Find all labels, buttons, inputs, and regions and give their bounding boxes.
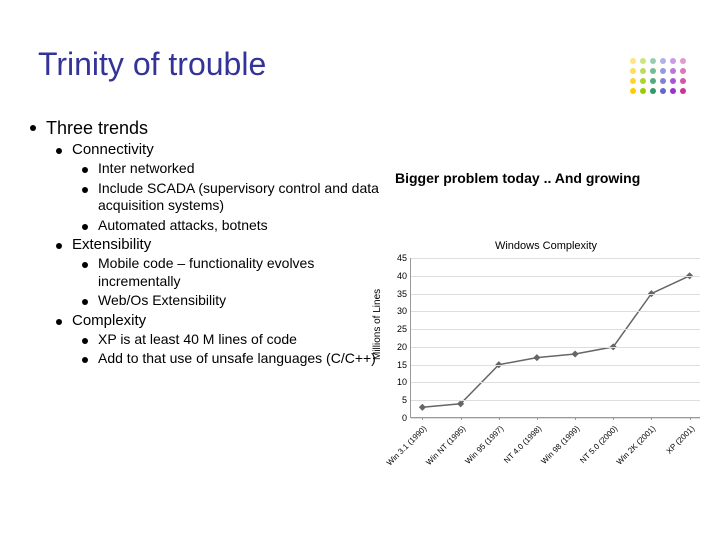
slide-title: Trinity of trouble — [38, 46, 266, 83]
level2-text: Complexity — [72, 312, 146, 329]
level3-text: Web/Os Extensibility — [98, 292, 226, 310]
list-item: Inter networked — [82, 160, 380, 178]
list-item: Complexity — [56, 312, 380, 329]
level2-text: Connectivity — [72, 141, 154, 158]
bullet-icon — [82, 338, 88, 344]
decorative-dot-grid — [628, 56, 700, 104]
level2-text: Extensibility — [72, 236, 151, 253]
bullet-icon — [30, 125, 36, 131]
level3-text: Inter networked — [98, 160, 195, 178]
list-item: Three trends — [30, 118, 380, 139]
chart-title: Windows Complexity — [382, 240, 710, 252]
bullet-icon — [56, 243, 62, 249]
bullet-icon — [82, 187, 88, 193]
list-item: Automated attacks, botnets — [82, 217, 380, 235]
list-item: Include SCADA (supervisory control and d… — [82, 180, 380, 215]
level3-text: Mobile code – functionality evolves incr… — [98, 255, 380, 290]
bullet-icon — [82, 262, 88, 268]
callout-text: Bigger problem today .. And growing — [395, 170, 640, 186]
list-item: XP is at least 40 M lines of code — [82, 331, 380, 349]
bullet-icon — [56, 319, 62, 325]
chart-plot-area: 051015202530354045Win 3.1 (1990)Win NT (… — [410, 258, 700, 418]
bullet-icon — [56, 148, 62, 154]
bullet-icon — [82, 299, 88, 305]
list-item: Mobile code – functionality evolves incr… — [82, 255, 380, 290]
level3-text: XP is at least 40 M lines of code — [98, 331, 297, 349]
list-item: Web/Os Extensibility — [82, 292, 380, 310]
level3-text: Automated attacks, botnets — [98, 217, 268, 235]
level1-text: Three trends — [46, 118, 148, 139]
windows-complexity-chart: Windows Complexity Millions of Lines 051… — [382, 240, 710, 500]
level3-text: Include SCADA (supervisory control and d… — [98, 180, 380, 215]
bullet-icon — [82, 224, 88, 230]
bullet-icon — [82, 167, 88, 173]
list-item: Add to that use of unsafe languages (C/C… — [82, 350, 380, 368]
chart-ylabel: Millions of Lines — [372, 289, 383, 360]
bullet-icon — [82, 357, 88, 363]
list-item: Connectivity — [56, 141, 380, 158]
chart-svg — [411, 258, 701, 418]
level3-text: Add to that use of unsafe languages (C/C… — [98, 350, 376, 368]
bullet-content: Three trends Connectivity Inter networke… — [30, 118, 380, 370]
list-item: Extensibility — [56, 236, 380, 253]
